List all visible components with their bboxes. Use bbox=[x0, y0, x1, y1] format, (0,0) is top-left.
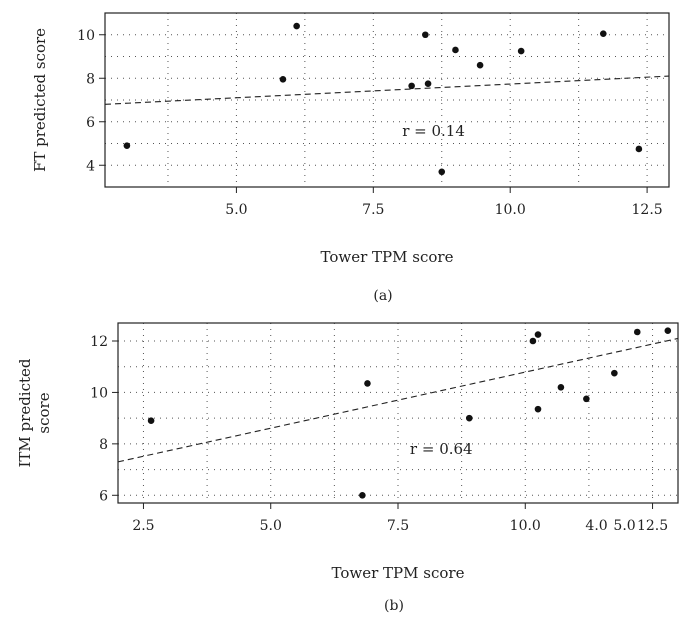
data-point bbox=[529, 337, 537, 345]
panel-b-x-axis-title: Tower TPM score bbox=[332, 564, 465, 582]
panel-a: 5.0 7.5 10.0 12.5 4 6 8 10 r = 0.14 Tower TPM s… bbox=[31, 12, 670, 304]
x-tick-label: 10.0 bbox=[510, 518, 541, 534]
panel-a-caption: (a) bbox=[373, 288, 392, 304]
data-point bbox=[633, 328, 641, 336]
data-point bbox=[422, 31, 429, 39]
panel-b: 2.5 5.0 7.5 10.0 12.5 4.0 5.0 6 8 10 12 r = 0.64 T… bbox=[16, 322, 679, 614]
x-tick-label: 5.0 bbox=[225, 202, 247, 218]
y-tick-label: 10 bbox=[90, 385, 108, 401]
x-tick-label: 10.0 bbox=[495, 202, 526, 218]
panel-b-grid bbox=[118, 323, 678, 503]
panel-a-trend-line bbox=[104, 75, 670, 105]
panel-b-y-axis-title-text: ITM predictedscore bbox=[16, 358, 53, 467]
data-point bbox=[583, 395, 590, 403]
data-point bbox=[534, 405, 542, 413]
panel-b-caption: (b) bbox=[384, 598, 404, 614]
data-point bbox=[438, 168, 446, 176]
x-tick-label: 7.5 bbox=[387, 518, 409, 534]
data-point bbox=[476, 61, 484, 69]
y-tick-label: 8 bbox=[99, 437, 108, 453]
panel-a-frame bbox=[104, 12, 670, 188]
data-point bbox=[465, 414, 473, 422]
data-point bbox=[424, 80, 432, 87]
y-tick-label: 10 bbox=[77, 28, 95, 44]
y-tick-label: 4 bbox=[86, 158, 95, 174]
x-tick-label-extra: 5.0 bbox=[613, 518, 635, 534]
panel-a-correlation-label: r = 0.14 bbox=[402, 122, 465, 140]
data-point bbox=[517, 47, 525, 55]
data-point bbox=[635, 145, 643, 153]
x-tick-label-extra: 4.0 bbox=[585, 518, 607, 534]
x-tick-label: 2.5 bbox=[132, 518, 154, 534]
data-point bbox=[293, 22, 300, 30]
data-point bbox=[452, 46, 459, 54]
x-tick-label: 12.5 bbox=[637, 518, 668, 534]
data-point bbox=[147, 417, 155, 425]
x-tick-label: 5.0 bbox=[260, 518, 282, 534]
panel-a-x-axis-title: Tower TPM score bbox=[321, 248, 454, 266]
x-tick-label: 12.5 bbox=[632, 202, 663, 218]
data-point bbox=[123, 142, 131, 149]
data-point bbox=[408, 82, 415, 90]
panel-b-trend-line bbox=[117, 337, 679, 463]
data-point bbox=[534, 331, 542, 338]
panel-a-y-axis-title: FT predicted score bbox=[31, 28, 49, 172]
panel-b-ticks: 2.5 5.0 7.5 10.0 12.5 4.0 5.0 6 8 10 12 bbox=[90, 334, 668, 534]
panel-a-points bbox=[123, 22, 643, 176]
data-point bbox=[557, 383, 565, 391]
x-tick-label: 7.5 bbox=[362, 202, 384, 218]
data-point bbox=[599, 30, 607, 37]
data-point bbox=[364, 380, 371, 387]
y-tick-label: 6 bbox=[86, 115, 95, 131]
data-point bbox=[611, 369, 618, 377]
panel-b-y-axis-title: ITM predictedscore bbox=[16, 358, 53, 467]
panel-a-ticks: 5.0 7.5 10.0 12.5 4 6 8 10 bbox=[77, 28, 663, 218]
data-point bbox=[664, 327, 672, 335]
panel-b-correlation-label: r = 0.64 bbox=[410, 440, 473, 458]
data-point bbox=[279, 76, 287, 83]
y-tick-label: 12 bbox=[90, 334, 108, 350]
y-tick-label: 6 bbox=[99, 488, 108, 504]
panel-b-points bbox=[147, 327, 672, 499]
data-point bbox=[359, 491, 366, 499]
y-tick-label: 8 bbox=[86, 71, 95, 87]
